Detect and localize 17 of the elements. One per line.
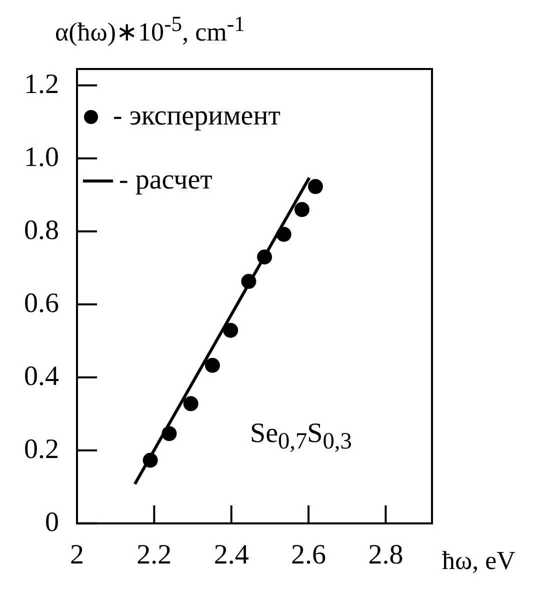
x-tick-label: 2.2 [136, 540, 172, 571]
x-axis-title: ħω, eV [442, 546, 516, 576]
legend-label: - расчет [119, 164, 212, 196]
x-tick-label: 2 [70, 540, 84, 571]
y-tick-label: 1.0 [24, 142, 59, 173]
y-tick-label: 0.2 [24, 434, 59, 465]
y-tick-label: 0.4 [24, 360, 59, 392]
y-tick-label: 0 [45, 506, 59, 538]
y-tick-label: 0.6 [24, 288, 59, 319]
y-tick-label: 0.8 [24, 214, 59, 246]
annotation: Se$_{0,7}$S$_{0,3}$ [250, 418, 352, 456]
legend-label: - эксперимент [113, 100, 280, 132]
x-tick-label: 2.6 [291, 540, 326, 571]
y-tick-label: 1.2 [24, 68, 59, 100]
x-tick-label: 2.4 [214, 540, 249, 571]
x-tick-label: 2.8 [368, 540, 404, 571]
y-axis-title: α(ħω)∗10$^{-5}$, cm$^{-1}$ [55, 12, 245, 48]
